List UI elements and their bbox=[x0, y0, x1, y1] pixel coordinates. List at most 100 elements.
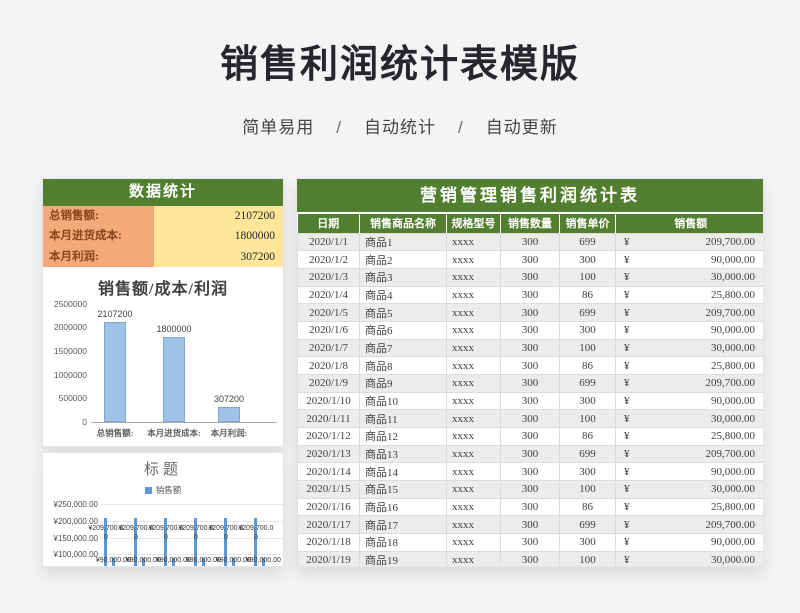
currency-symbol: ¥ bbox=[624, 412, 630, 425]
product-cell: 商品12 bbox=[359, 426, 447, 446]
price-cell: 86 bbox=[559, 356, 616, 375]
qty-cell: 300 bbox=[500, 232, 560, 252]
bar-value-label: ¥209,700.0 0 bbox=[178, 525, 214, 541]
bar bbox=[194, 517, 198, 566]
price-cell: 86 bbox=[559, 285, 616, 305]
qty-cell: 300 bbox=[500, 250, 560, 269]
date-cell: 2020/1/1 bbox=[297, 232, 360, 252]
qty-cell: 300 bbox=[500, 320, 560, 340]
amount-wrap: ¥90,000.00 bbox=[624, 395, 755, 407]
spec-cell: xxxx bbox=[446, 479, 501, 499]
table-row: 2020/1/12 商品12 xxxx 300 86 ¥25,800.00 bbox=[297, 426, 763, 446]
spec-cell: xxxx bbox=[446, 232, 501, 252]
amount-wrap: ¥209,700.00 bbox=[624, 519, 755, 531]
table-row: 2020/1/13 商品13 xxxx 300 699 ¥209,700.00 bbox=[297, 444, 763, 464]
date-cell: 2020/1/6 bbox=[297, 320, 360, 340]
price-cell: 100 bbox=[559, 267, 616, 287]
date-cell: 2020/1/16 bbox=[297, 497, 360, 517]
date-cell: 2020/1/10 bbox=[297, 391, 360, 411]
gridline bbox=[101, 520, 283, 522]
currency-symbol: ¥ bbox=[624, 394, 630, 407]
qty-cell: 300 bbox=[500, 426, 560, 446]
price-cell: 100 bbox=[559, 479, 616, 499]
date-cell: 2020/1/7 bbox=[297, 338, 360, 358]
y-axis-tick: 1500000 bbox=[53, 346, 87, 357]
product-cell: 商品4 bbox=[359, 285, 447, 305]
currency-symbol: ¥ bbox=[624, 271, 630, 284]
y-axis-tick: 1000000 bbox=[53, 369, 87, 380]
bar bbox=[224, 517, 228, 566]
product-cell: 商品14 bbox=[359, 462, 447, 481]
amount-value: 25,800.00 bbox=[711, 288, 755, 301]
page-subtitle: 简单易用 / 自动统计 / 自动更新 bbox=[0, 113, 800, 138]
product-cell: 商品13 bbox=[359, 444, 447, 464]
amount-wrap: ¥90,000.00 bbox=[624, 466, 755, 478]
bar bbox=[201, 557, 205, 566]
amount-wrap: ¥209,700.00 bbox=[624, 377, 755, 389]
column-header: 销售额 bbox=[615, 212, 763, 233]
gridline bbox=[101, 554, 283, 556]
amount-cell: ¥30,000.00 bbox=[615, 550, 763, 566]
bar bbox=[171, 557, 175, 566]
y-axis-tick: 2000000 bbox=[53, 322, 87, 333]
amount-value: 30,000.00 bbox=[711, 271, 755, 284]
table-row: 2020/1/18 商品18 xxxx 300 300 ¥90,000.00 bbox=[297, 532, 763, 552]
column-header: 销售单价 bbox=[559, 212, 616, 233]
legend-label: 销售额 bbox=[155, 485, 182, 495]
date-cell: 2020/1/18 bbox=[297, 532, 360, 552]
column-chart-card: 标题 销售额 ¥250,000.00 ¥200,000.00 ¥150,000.00… bbox=[42, 452, 284, 567]
spec-cell: xxxx bbox=[446, 338, 501, 358]
currency-symbol: ¥ bbox=[624, 536, 630, 549]
table-row: 2020/1/4 商品4 xxxx 300 86 ¥25,800.00 bbox=[297, 285, 763, 305]
spec-cell: xxxx bbox=[446, 320, 501, 340]
spec-cell: xxxx bbox=[446, 550, 501, 566]
x-axis-label: 本月进货成本: bbox=[147, 427, 201, 438]
qty-cell: 300 bbox=[500, 479, 560, 499]
amount-value: 25,800.00 bbox=[711, 359, 755, 372]
stats-row: 本月利润: 307200 bbox=[43, 246, 283, 267]
spec-cell: xxxx bbox=[446, 391, 501, 411]
sales-table-card: 营销管理销售利润统计表 日期 销售商品名称 规格型号 销售数量 销售单价 销售额 2020… bbox=[296, 178, 764, 567]
amount-cell: ¥209,700.00 bbox=[615, 373, 763, 393]
price-cell: 100 bbox=[559, 550, 616, 566]
currency-symbol: ¥ bbox=[624, 447, 630, 460]
bar bbox=[141, 557, 145, 566]
date-cell: 2020/1/13 bbox=[297, 444, 360, 464]
amount-wrap: ¥25,800.00 bbox=[624, 360, 755, 372]
amount-cell: ¥90,000.00 bbox=[615, 320, 763, 340]
subtitle-feature-2: 自动统计 bbox=[364, 118, 436, 137]
column-chart-title: 标题 bbox=[143, 462, 182, 478]
date-cell: 2020/1/17 bbox=[297, 515, 360, 534]
table-row: 2020/1/8 商品8 xxxx 300 86 ¥25,800.00 bbox=[297, 356, 763, 375]
stats-value: 1800000 bbox=[154, 226, 283, 247]
table-row: 2020/1/14 商品14 xxxx 300 300 ¥90,000.00 bbox=[297, 462, 763, 481]
qty-cell: 300 bbox=[500, 285, 560, 305]
stats-panel: 数据统计 总销售额: 2107200 本月进货成本: 1800000 本月利润: 3072… bbox=[42, 178, 284, 447]
table-row: 2020/1/3 商品3 xxxx 300 100 ¥30,000.00 bbox=[297, 267, 763, 287]
product-cell: 商品9 bbox=[359, 373, 447, 393]
sales-table: 日期 销售商品名称 规格型号 销售数量 销售单价 销售额 2020/1/1 商品1 xxxx 3… bbox=[297, 212, 763, 566]
bar-value-label: ¥209,700.0 0 bbox=[208, 525, 244, 541]
amount-cell: ¥209,700.00 bbox=[615, 303, 763, 322]
bar bbox=[104, 322, 126, 422]
spec-cell: xxxx bbox=[446, 426, 501, 446]
subtitle-feature-1: 简单易用 bbox=[242, 118, 315, 137]
price-cell: 300 bbox=[559, 462, 616, 481]
table-row: 2020/1/17 商品17 xxxx 300 699 ¥209,700.00 bbox=[297, 515, 763, 534]
bar-value-label: 307200 bbox=[213, 394, 245, 405]
amount-wrap: ¥30,000.00 bbox=[624, 554, 755, 566]
table-row: 2020/1/2 商品2 xxxx 300 300 ¥90,000.00 bbox=[297, 250, 763, 269]
table-row: 2020/1/15 商品15 xxxx 300 100 ¥30,000.00 bbox=[297, 479, 763, 499]
amount-cell: ¥90,000.00 bbox=[615, 462, 763, 481]
product-cell: 商品15 bbox=[359, 479, 447, 499]
amount-cell: ¥25,800.00 bbox=[615, 356, 763, 375]
date-cell: 2020/1/12 bbox=[297, 426, 360, 446]
date-cell: 2020/1/5 bbox=[297, 303, 360, 322]
bar bbox=[163, 336, 185, 422]
currency-symbol: ¥ bbox=[624, 341, 630, 354]
amount-value: 90,000.00 bbox=[711, 324, 755, 337]
bar-value-label: ¥90,000.00 bbox=[215, 557, 251, 564]
product-cell: 商品8 bbox=[359, 356, 447, 375]
price-cell: 300 bbox=[559, 532, 616, 552]
amount-wrap: ¥25,800.00 bbox=[624, 501, 755, 513]
